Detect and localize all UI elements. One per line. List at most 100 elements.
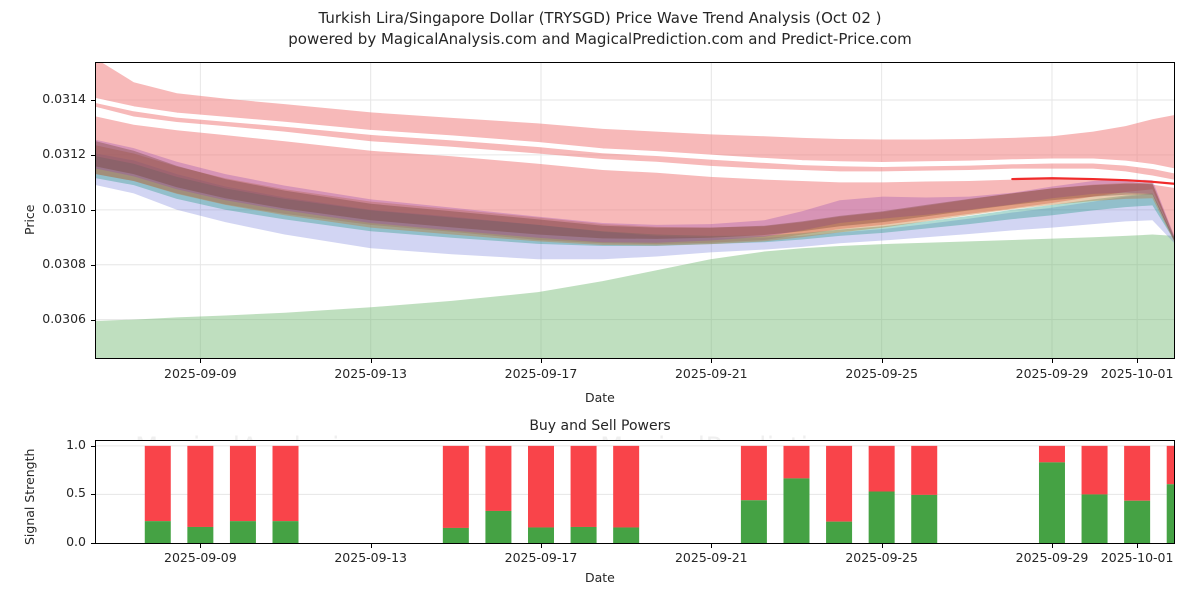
signal-x-tick-mark bbox=[881, 544, 883, 548]
signal-x-tick-label: 2025-09-13 bbox=[334, 550, 407, 565]
signal-y-axis-label: Signal Strength bbox=[22, 448, 37, 545]
bar-sell-segment bbox=[911, 445, 938, 495]
price-x-tick-label: 2025-09-09 bbox=[164, 366, 237, 381]
band-lower-green-band bbox=[96, 234, 1174, 358]
price-x-tick-mark bbox=[540, 359, 542, 363]
bar-sell-segment bbox=[613, 445, 640, 528]
title-line-2: powered by MagicalAnalysis.com and Magic… bbox=[288, 30, 912, 48]
signal-x-axis-label: Date bbox=[585, 570, 615, 585]
price-x-tick-label: 2025-09-29 bbox=[1015, 366, 1089, 381]
price-x-axis-label: Date bbox=[585, 390, 615, 405]
bar-sell-segment bbox=[740, 445, 767, 501]
bar-sell-segment bbox=[1038, 445, 1065, 463]
bar-sell-segment bbox=[868, 445, 895, 492]
price-y-tick-mark bbox=[91, 209, 95, 211]
bar-sell-segment bbox=[187, 445, 214, 527]
price-y-tick-label: 0.0312 bbox=[42, 145, 86, 161]
page-title: Turkish Lira/Singapore Dollar (TRYSGD) P… bbox=[0, 8, 1200, 50]
band-inner-upper-band bbox=[96, 116, 1174, 245]
signal-x-tick-label: 2025-09-17 bbox=[504, 550, 578, 565]
signal-x-tick-mark bbox=[711, 544, 713, 548]
bar-sell-segment bbox=[570, 445, 597, 527]
bar-buy-segment bbox=[1166, 484, 1174, 543]
signal-x-tick-label: 2025-09-29 bbox=[1015, 550, 1089, 565]
price-y-tick-mark bbox=[91, 154, 95, 156]
price-y-tick-label: 0.0308 bbox=[42, 255, 86, 271]
bar-buy-segment bbox=[570, 526, 597, 543]
bar-sell-segment bbox=[272, 445, 299, 522]
price-x-tick-label: 2025-09-13 bbox=[334, 366, 407, 381]
title-line-1: Turkish Lira/Singapore Dollar (TRYSGD) P… bbox=[318, 9, 882, 27]
price-x-tick-mark bbox=[200, 359, 202, 363]
price-y-tick-mark bbox=[91, 100, 95, 102]
price-x-tick-label: 2025-10-01 bbox=[1100, 366, 1174, 381]
bar-buy-segment bbox=[1081, 494, 1108, 543]
price-x-tick-mark bbox=[370, 359, 372, 363]
bar-sell-segment bbox=[485, 445, 512, 511]
signal-strength-plot-area bbox=[95, 440, 1175, 544]
price-x-tick-mark bbox=[1137, 359, 1139, 363]
signal-y-tick-mark bbox=[91, 445, 95, 447]
price-y-tick-label: 0.0310 bbox=[42, 200, 86, 216]
bar-sell-segment bbox=[442, 445, 469, 528]
bar-buy-segment bbox=[272, 521, 299, 543]
bar-sell-segment bbox=[229, 445, 256, 522]
bar-buy-segment bbox=[1038, 462, 1065, 543]
bar-buy-segment bbox=[783, 478, 810, 543]
line-red-trend-line bbox=[1011, 177, 1174, 185]
signal-x-tick-mark bbox=[200, 544, 202, 548]
band-brown-core-band bbox=[96, 141, 1174, 241]
bar-buy-segment bbox=[528, 527, 554, 543]
signal-x-tick-label: 2025-09-25 bbox=[845, 550, 918, 565]
bar-sell-segment bbox=[528, 445, 554, 528]
bar-sell-segment bbox=[783, 445, 810, 479]
signal-y-tick-label: 1.0 bbox=[66, 436, 86, 452]
price-y-axis-label: Price bbox=[22, 204, 37, 236]
price-y-tick-mark bbox=[91, 319, 95, 321]
signal-x-tick-label: 2025-09-21 bbox=[674, 550, 748, 565]
band-blue-wave-band bbox=[96, 153, 1174, 260]
bar-buy-segment bbox=[144, 521, 171, 543]
band-purple-wave-band bbox=[96, 139, 1174, 243]
signal-x-tick-label: 2025-09-09 bbox=[164, 550, 237, 565]
bar-buy-segment bbox=[911, 494, 938, 543]
price-x-tick-mark bbox=[1051, 359, 1053, 363]
signal-y-tick-label: 0.5 bbox=[66, 485, 86, 501]
bar-buy-segment bbox=[613, 527, 640, 543]
band-orange-wave-band bbox=[96, 145, 1174, 246]
price-wave-svg bbox=[96, 63, 1174, 358]
bar-buy-segment bbox=[485, 510, 512, 543]
signal-y-tick-mark bbox=[91, 543, 95, 544]
signal-x-tick-mark bbox=[370, 544, 372, 548]
price-y-tick-label: 0.0314 bbox=[42, 91, 86, 107]
signal-x-tick-label: 2025-10-01 bbox=[1100, 550, 1174, 565]
signal-x-tick-mark bbox=[540, 544, 542, 548]
price-x-tick-mark bbox=[881, 359, 883, 363]
bar-sell-segment bbox=[1081, 445, 1108, 495]
bar-sell-segment bbox=[826, 445, 853, 522]
signal-x-tick-mark bbox=[1051, 544, 1053, 548]
bar-buy-segment bbox=[442, 527, 469, 543]
bar-chart-title: Buy and Sell Powers bbox=[529, 418, 671, 434]
price-chart-plot-area bbox=[95, 62, 1175, 359]
bar-buy-segment bbox=[826, 521, 853, 543]
bar-sell-segment bbox=[144, 445, 171, 522]
price-y-tick-mark bbox=[91, 264, 95, 266]
bar-buy-segment bbox=[229, 521, 256, 543]
price-y-tick-label: 0.0306 bbox=[42, 310, 86, 326]
band-teal-wave-band bbox=[96, 156, 1174, 247]
price-x-tick-mark bbox=[711, 359, 713, 363]
buy-sell-bars-svg bbox=[96, 445, 1174, 543]
signal-y-tick-mark bbox=[91, 494, 95, 496]
signal-y-tick-label: 0.0 bbox=[66, 534, 86, 549]
bar-sell-segment bbox=[1124, 445, 1151, 501]
band-outer-upper-band bbox=[96, 63, 1174, 180]
bar-buy-segment bbox=[1124, 500, 1151, 543]
bar-buy-segment bbox=[868, 491, 895, 543]
signal-x-tick-mark bbox=[1137, 544, 1139, 548]
bar-buy-segment bbox=[740, 500, 767, 543]
bar-buy-segment bbox=[187, 526, 214, 543]
line-white-separator-line bbox=[96, 98, 1174, 174]
price-x-tick-label: 2025-09-25 bbox=[845, 366, 918, 381]
